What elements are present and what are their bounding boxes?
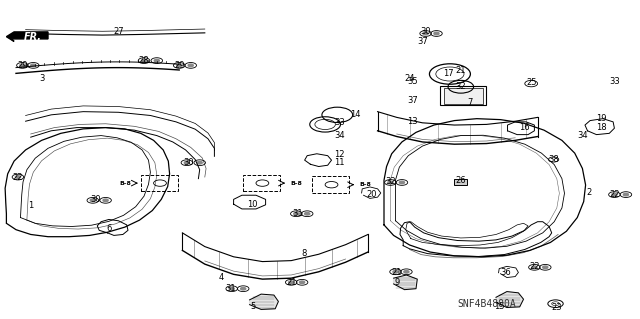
Text: 9: 9 — [394, 278, 399, 287]
Text: 14: 14 — [350, 110, 360, 119]
Circle shape — [141, 59, 147, 62]
Bar — [312, 176, 349, 193]
Circle shape — [305, 212, 310, 215]
Text: SNF4B4800A: SNF4B4800A — [457, 300, 516, 309]
Text: 24: 24 — [404, 74, 415, 83]
Bar — [444, 88, 483, 104]
Circle shape — [188, 64, 193, 67]
Text: 7: 7 — [468, 98, 473, 107]
Circle shape — [184, 161, 189, 164]
Circle shape — [434, 32, 439, 35]
Text: 3: 3 — [39, 74, 44, 83]
Circle shape — [103, 199, 108, 202]
Circle shape — [229, 287, 234, 290]
Text: 27: 27 — [113, 27, 124, 36]
Text: 19: 19 — [596, 114, 607, 122]
Text: 1: 1 — [28, 201, 33, 210]
Circle shape — [294, 212, 299, 215]
Text: 29: 29 — [174, 61, 184, 70]
Text: 37: 37 — [417, 37, 428, 46]
Text: 32: 32 — [456, 82, 466, 91]
Text: 30: 30 — [420, 27, 431, 36]
Text: 32: 32 — [385, 177, 396, 186]
Text: 33: 33 — [609, 77, 620, 86]
Circle shape — [543, 266, 548, 269]
Circle shape — [399, 181, 404, 184]
Text: 21: 21 — [456, 66, 466, 75]
Text: 16: 16 — [520, 123, 530, 132]
Text: B-8: B-8 — [119, 181, 131, 186]
Polygon shape — [394, 275, 417, 290]
Text: 31: 31 — [225, 284, 236, 293]
Text: 22: 22 — [609, 190, 620, 199]
Circle shape — [15, 176, 20, 178]
Bar — [440, 86, 486, 105]
Bar — [454, 179, 467, 185]
Text: 29: 29 — [17, 61, 28, 70]
Text: 8: 8 — [301, 249, 307, 258]
Circle shape — [177, 64, 182, 67]
Text: 4: 4 — [218, 273, 223, 282]
Text: 23: 23 — [552, 303, 562, 312]
Text: 30: 30 — [91, 195, 101, 204]
Circle shape — [241, 287, 246, 290]
Circle shape — [31, 64, 36, 67]
Circle shape — [623, 193, 628, 196]
Circle shape — [197, 161, 202, 164]
Text: 21: 21 — [392, 268, 402, 277]
Text: B-8: B-8 — [359, 182, 371, 187]
Circle shape — [90, 199, 95, 202]
Text: 34: 34 — [577, 131, 588, 140]
Text: 2: 2 — [586, 189, 591, 197]
Text: 38: 38 — [548, 155, 559, 164]
Text: 18: 18 — [596, 123, 607, 132]
Text: 25: 25 — [526, 78, 536, 87]
Circle shape — [154, 59, 159, 62]
Circle shape — [404, 271, 409, 273]
Text: 17: 17 — [443, 69, 453, 78]
Text: 33: 33 — [334, 118, 344, 127]
Text: 37: 37 — [408, 96, 418, 105]
Text: 26: 26 — [456, 176, 466, 185]
Text: 10: 10 — [248, 200, 258, 209]
Circle shape — [612, 193, 617, 196]
Circle shape — [393, 271, 398, 273]
Text: 6: 6 — [106, 224, 111, 233]
Text: 22: 22 — [529, 262, 540, 271]
Text: 31: 31 — [292, 209, 303, 218]
Circle shape — [289, 281, 294, 284]
Text: 22: 22 — [13, 173, 23, 182]
Text: 28: 28 — [139, 56, 149, 65]
Circle shape — [388, 181, 393, 184]
Circle shape — [20, 64, 25, 67]
Text: 34: 34 — [334, 131, 344, 140]
Text: 21: 21 — [286, 278, 296, 287]
Circle shape — [423, 32, 428, 35]
Text: 35: 35 — [408, 77, 418, 86]
Text: 13: 13 — [408, 117, 418, 126]
Text: FR.: FR. — [24, 32, 42, 42]
Circle shape — [532, 266, 537, 269]
Polygon shape — [6, 32, 48, 41]
Circle shape — [300, 281, 305, 284]
Text: 15: 15 — [494, 302, 504, 311]
Polygon shape — [496, 292, 524, 308]
Text: 12: 12 — [334, 150, 344, 159]
Text: 20: 20 — [366, 190, 376, 199]
Text: 5: 5 — [250, 302, 255, 311]
Text: 11: 11 — [334, 158, 344, 167]
Bar — [243, 175, 280, 191]
Text: 36: 36 — [500, 268, 511, 277]
Text: 30: 30 — [184, 158, 194, 167]
Text: B-8: B-8 — [290, 181, 302, 186]
Polygon shape — [250, 294, 278, 309]
Bar — [141, 175, 178, 191]
